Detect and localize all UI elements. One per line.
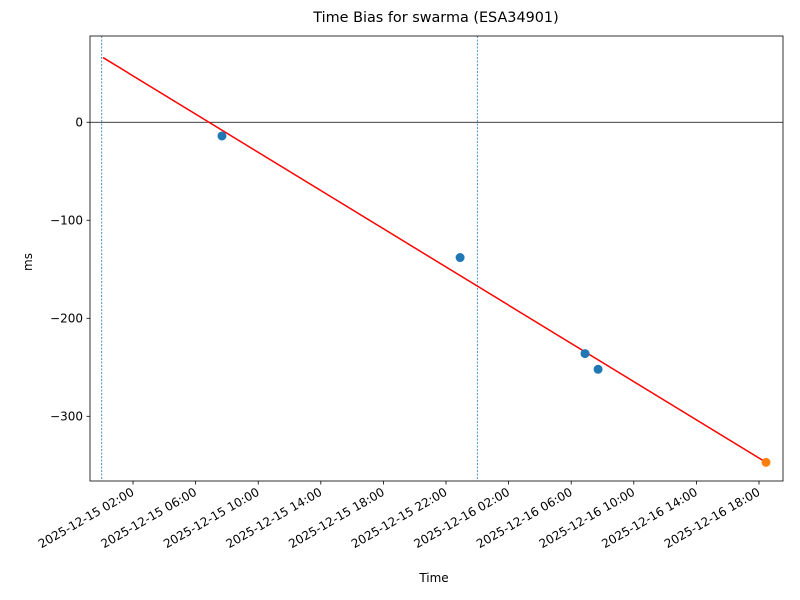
point: [761, 457, 771, 467]
plot-frame: [89, 35, 784, 482]
y-tick-label: 0: [75, 115, 83, 129]
point: [593, 364, 603, 374]
point: [580, 349, 590, 359]
y-tick-label: −100: [50, 213, 83, 227]
point: [217, 131, 227, 141]
point: [455, 253, 465, 263]
y-tick-label: −200: [50, 311, 83, 325]
y-tick-label: −300: [50, 409, 83, 423]
chart-title: Time Bias for swarma (ESA34901): [312, 10, 558, 26]
fit-line: [102, 56, 767, 464]
x-axis-label: Time: [418, 571, 448, 585]
y-axis-label: ms: [21, 253, 35, 271]
